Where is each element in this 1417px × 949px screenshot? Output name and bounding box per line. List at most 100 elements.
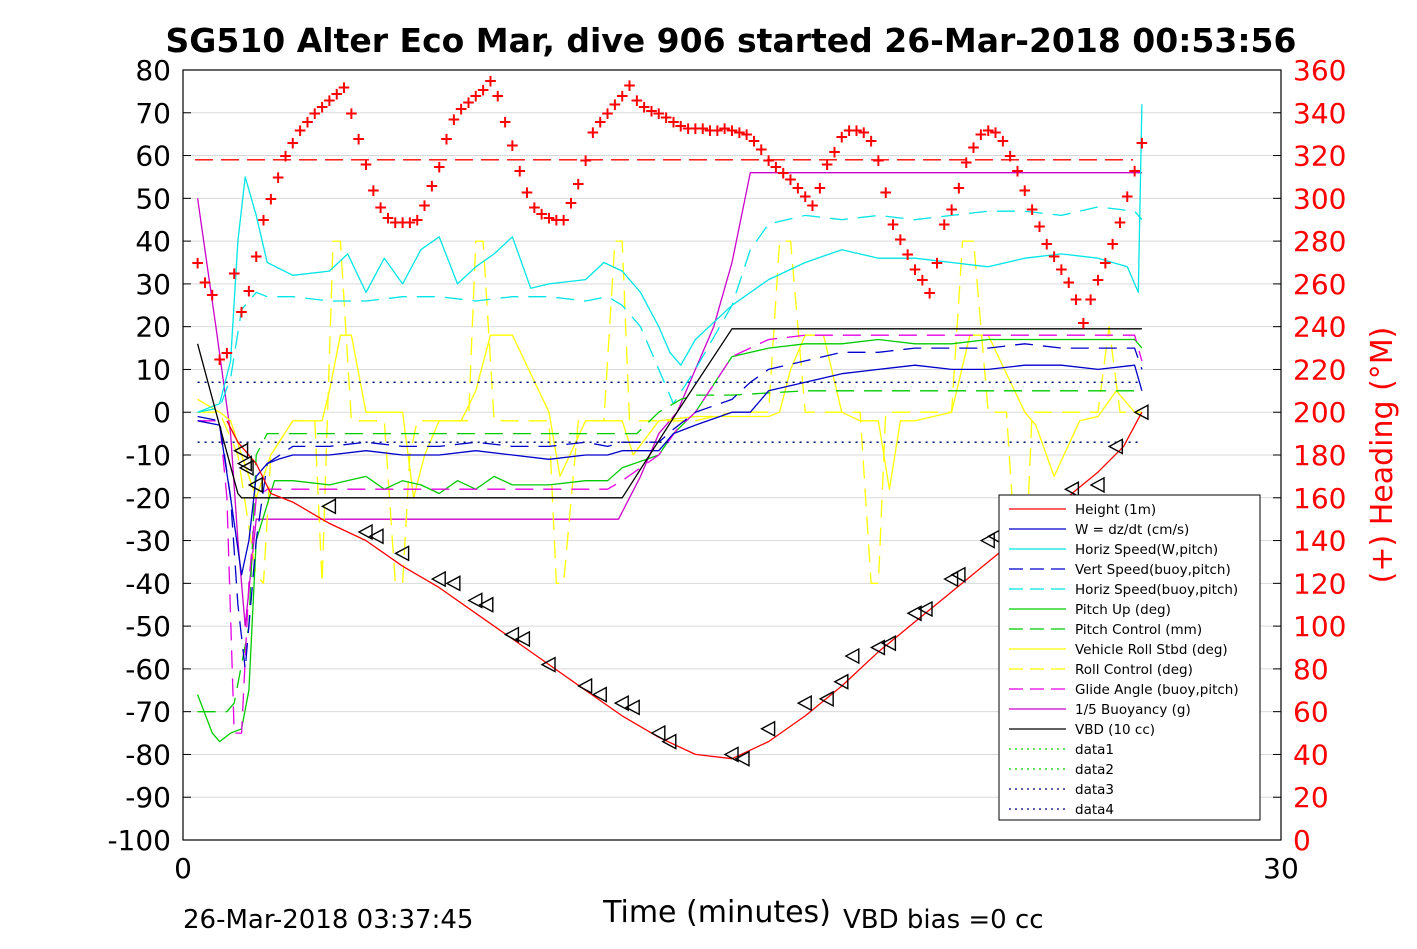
depth-marker <box>917 600 933 618</box>
heading-point: + <box>1091 271 1105 291</box>
heading-point: + <box>1098 254 1112 274</box>
footer-vbd-bias: VBD bias =0 cc <box>843 905 1044 935</box>
depth-marker <box>233 442 249 459</box>
heading-point: + <box>703 121 717 141</box>
heading-point: + <box>681 119 695 139</box>
heading-point: + <box>447 110 461 130</box>
legend-label: Vehicle Roll Stbd (deg) <box>1075 642 1228 658</box>
depth-marker <box>357 523 373 541</box>
series-line-6 <box>197 390 1142 713</box>
heading-point: + <box>227 264 241 284</box>
axis-layer: 80706050403020100-10-20-30-40-50-60-70-8… <box>107 54 1346 885</box>
legend-label: data1 <box>1075 742 1114 758</box>
y2-tick-label: 360 <box>1293 54 1346 87</box>
heading-point: + <box>615 87 629 107</box>
legend-label: Horiz Speed(buoy,pitch) <box>1075 582 1238 598</box>
y-tick-label: -40 <box>125 567 171 600</box>
heading-point: + <box>776 164 790 184</box>
heading-point: + <box>952 179 966 199</box>
heading-point: + <box>652 104 666 124</box>
depth-marker <box>796 694 812 712</box>
heading-point: + <box>813 179 827 199</box>
heading-point: + <box>1106 234 1120 254</box>
legend-label: Horiz Speed(W,pitch) <box>1075 542 1218 558</box>
heading-point: + <box>403 213 417 233</box>
heading-point: + <box>1076 313 1090 333</box>
y-tick-label: -60 <box>125 653 171 686</box>
legend-label: VBD (10 cc) <box>1075 722 1155 738</box>
heading-point: + <box>893 230 907 250</box>
heading-point: + <box>901 245 915 265</box>
y2-tick-label: 120 <box>1293 567 1346 600</box>
heading-point: + <box>352 129 366 149</box>
depth-marker <box>1063 481 1080 498</box>
depth-marker <box>906 605 922 622</box>
heading-point: + <box>549 211 563 231</box>
heading-point: + <box>1054 260 1068 280</box>
depth-marker <box>979 532 995 549</box>
heading-point: + <box>1113 213 1127 233</box>
y2-tick-label: 260 <box>1293 268 1346 301</box>
depth-marker <box>833 673 849 690</box>
heading-point: + <box>381 209 395 229</box>
y-tick-label: 50 <box>135 182 171 215</box>
heading-point: + <box>234 303 248 323</box>
heading-point: + <box>395 213 409 233</box>
depth-marker <box>869 639 886 656</box>
y2-axis-label: (+) Heading (°M) <box>1365 327 1400 584</box>
heading-point: + <box>915 271 929 291</box>
depth-marker <box>624 699 640 716</box>
chart-title: SG510 Alter Eco Mar, dive 906 started 26… <box>166 21 1297 60</box>
y-tick-label: 60 <box>135 140 171 173</box>
heading-point: + <box>491 87 505 107</box>
heading-point: + <box>769 157 783 177</box>
heading-point: + <box>783 170 797 190</box>
y2-tick-label: 180 <box>1293 439 1346 472</box>
heading-point: + <box>622 76 636 96</box>
y-tick-label: 0 <box>153 396 171 429</box>
y2-tick-label: 160 <box>1293 482 1346 515</box>
heading-point: + <box>820 155 834 175</box>
y2-tick-label: 100 <box>1293 610 1346 643</box>
series-line-4 <box>197 206 1143 413</box>
heading-point: + <box>432 157 446 177</box>
legend-label: 1/5 Buoyancy (g) <box>1075 702 1191 718</box>
legend-label: Roll Control (deg) <box>1075 662 1193 678</box>
heading-point: + <box>271 168 285 188</box>
depth-marker <box>734 750 750 767</box>
heading-point: + <box>1135 134 1149 154</box>
heading-point: + <box>417 196 431 216</box>
depth-marker <box>818 690 834 708</box>
y-tick-label: -50 <box>125 610 171 643</box>
heading-point: + <box>644 102 658 122</box>
heading-point: + <box>476 80 490 100</box>
heading-point: + <box>1032 217 1046 237</box>
heading-point: + <box>425 177 439 197</box>
depth-marker <box>880 635 897 652</box>
heading-point: + <box>996 132 1010 152</box>
legend-label: Pitch Control (mm) <box>1075 622 1202 638</box>
heading-point: + <box>505 136 519 156</box>
heading-point: + <box>359 155 373 175</box>
heading-point: + <box>747 132 761 152</box>
series-line-11 <box>196 328 1142 499</box>
heading-point: + <box>410 211 424 231</box>
heading-point: + <box>454 100 468 120</box>
depth-marker <box>613 694 629 712</box>
heading-point: + <box>220 343 234 363</box>
heading-point: + <box>637 97 651 117</box>
depth-marker <box>236 455 252 472</box>
y2-tick-label: 240 <box>1293 311 1346 344</box>
y2-tick-label: 140 <box>1293 525 1346 558</box>
heading-point: + <box>659 108 673 128</box>
heading-point: + <box>374 198 388 218</box>
series-layer <box>195 104 1143 760</box>
y2-tick-label: 340 <box>1293 97 1346 130</box>
heading-point: + <box>740 125 754 145</box>
depth-marker <box>591 686 607 703</box>
depth-marker <box>503 626 520 643</box>
heading-point: + <box>879 183 893 203</box>
legend-label: data2 <box>1075 762 1114 778</box>
heading-point: + <box>827 142 841 162</box>
y-tick-label: 70 <box>135 97 171 130</box>
